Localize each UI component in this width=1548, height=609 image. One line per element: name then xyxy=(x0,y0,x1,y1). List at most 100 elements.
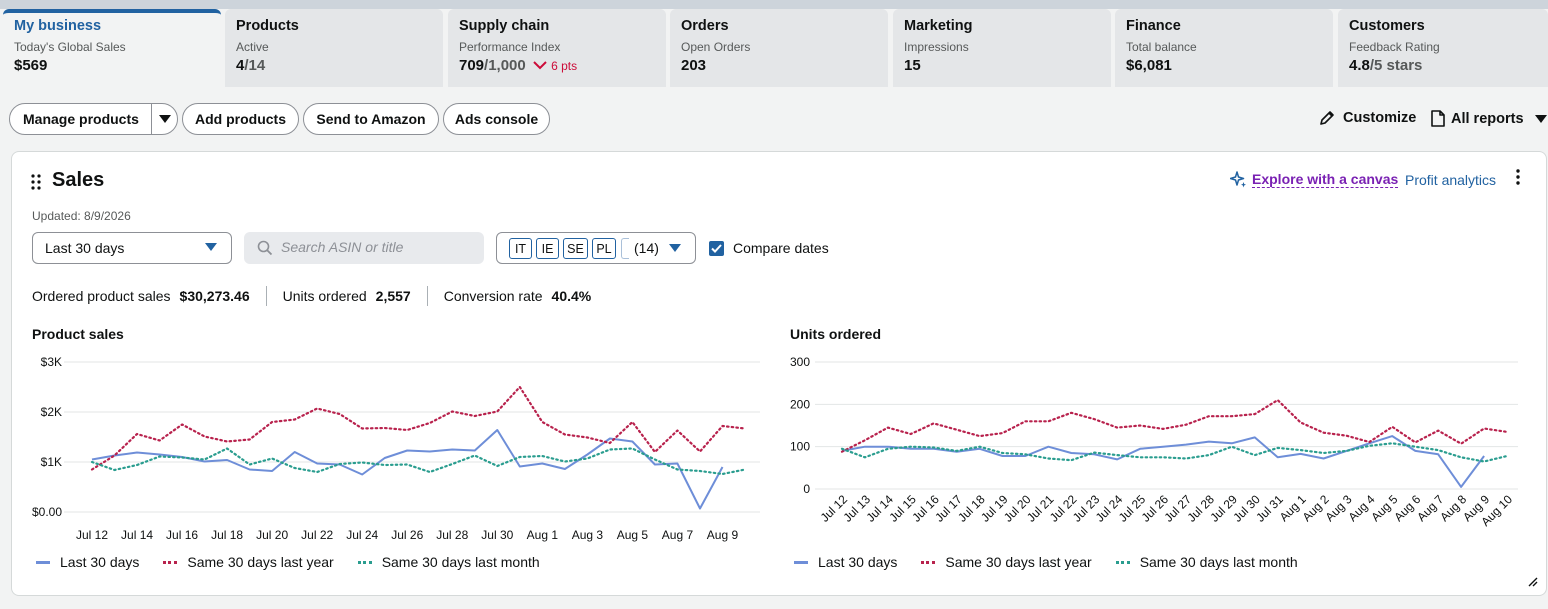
tab-finance[interactable]: Finance Total balance $6,081 xyxy=(1115,9,1333,87)
marketplace-count: (14) xyxy=(634,240,659,256)
tab-title: Finance xyxy=(1126,18,1181,34)
product-sales-legend: Last 30 days Same 30 days last year Same… xyxy=(36,554,564,570)
tab-title: My business xyxy=(14,18,102,34)
y-tick-label: $3K xyxy=(41,355,62,369)
explore-canvas-link[interactable]: Explore with a canvas xyxy=(1230,171,1399,188)
legend-swatch xyxy=(921,560,936,564)
same-30-days-last-month-line xyxy=(90,447,747,476)
chevron-down-icon xyxy=(533,61,547,70)
add-products-button[interactable]: Add products xyxy=(182,103,299,135)
product-sales-chart: $0.00 $1K $2K $3K Jul 12 Jul 14 Jul 16 Jul 18 Ju… xyxy=(32,355,760,542)
same-30-days-last-month-line xyxy=(840,442,1509,463)
tab-subtitle: Feedback Rating xyxy=(1349,40,1440,54)
tab-my-business[interactable]: My business Today's Global Sales $569 xyxy=(3,9,221,87)
y-tick-label: 0 xyxy=(803,482,810,496)
y-tick-label: 300 xyxy=(790,355,810,369)
manage-products-dropdown[interactable] xyxy=(151,104,177,134)
legend-item[interactable]: Same 30 days last year xyxy=(921,554,1092,570)
tab-supply-chain[interactable]: Supply chain Performance Index 709/1,000… xyxy=(448,9,666,87)
legend-label: Last 30 days xyxy=(60,554,140,570)
tab-value-main: 15 xyxy=(904,57,921,74)
tab-value-main: 4.8 xyxy=(1349,57,1370,74)
send-to-amazon-button[interactable]: Send to Amazon xyxy=(303,103,439,135)
x-tick-label: Jul 14 xyxy=(121,528,153,542)
marketplace-select[interactable]: IT IE SE PL (14) xyxy=(496,232,696,264)
customize-button[interactable]: Customize xyxy=(1319,110,1416,126)
legend-swatch xyxy=(794,560,808,564)
legend-item[interactable]: Same 30 days last year xyxy=(163,554,334,570)
marketplace-chip: IE xyxy=(536,238,559,259)
units-ordered-legend: Last 30 days Same 30 days last year Same… xyxy=(794,554,1322,570)
customize-label: Customize xyxy=(1343,110,1417,126)
compare-dates-checkbox[interactable]: Compare dates xyxy=(709,240,829,256)
legend-item[interactable]: Same 30 days last month xyxy=(357,554,540,570)
marketplace-chip: SE xyxy=(563,238,588,259)
tab-title: Customers xyxy=(1349,18,1425,34)
legend-swatch xyxy=(36,560,50,564)
tab-value-main: $569 xyxy=(14,57,48,74)
tab-value: 4.8/5 stars xyxy=(1349,57,1538,74)
drag-handle-icon[interactable] xyxy=(31,174,41,192)
all-reports-button[interactable]: All reports xyxy=(1431,110,1547,127)
x-tick-label: Jul 28 xyxy=(436,528,468,542)
legend-item[interactable]: Last 30 days xyxy=(36,554,139,570)
manage-products-button[interactable]: Manage products xyxy=(9,103,178,135)
tab-subtitle: Active xyxy=(236,40,269,54)
tab-value: 709/1,000 6 pts xyxy=(459,57,656,74)
summary-tabs: My business Today's Global Sales $569 Pr… xyxy=(0,9,1548,88)
date-range-value: Last 30 days xyxy=(45,240,125,256)
caret-down-icon xyxy=(669,244,681,252)
tab-customers[interactable]: Customers Feedback Rating 4.8/5 stars xyxy=(1338,9,1548,87)
profit-analytics-link[interactable]: Profit analytics xyxy=(1405,172,1497,188)
legend-item[interactable]: Same 30 days last month xyxy=(1115,554,1298,570)
tab-marketing[interactable]: Marketing Impressions 15 xyxy=(893,9,1111,87)
x-tick-label: Jul 24 xyxy=(346,528,378,542)
tab-title: Marketing xyxy=(904,18,973,34)
last-30-days-line xyxy=(841,435,1485,488)
tab-value-suffix: /5 stars xyxy=(1369,57,1423,74)
checkbox-checked-icon[interactable] xyxy=(709,240,724,256)
last-30-days-line xyxy=(91,429,724,510)
same-30-days-last-year-line xyxy=(90,385,747,471)
metric-label: Conversion rate xyxy=(443,288,543,304)
asin-search-input[interactable]: Search ASIN or title xyxy=(244,232,484,264)
legend-label: Same 30 days last year xyxy=(945,554,1092,570)
tab-subtitle: Performance Index xyxy=(459,40,561,54)
legend-item[interactable]: Last 30 days xyxy=(794,554,897,570)
tab-products[interactable]: Products Active 4/14 xyxy=(225,9,443,87)
metric-label: Units ordered xyxy=(282,288,367,304)
units-ordered-chart-title: Units ordered xyxy=(790,326,882,342)
legend-label: Same 30 days last month xyxy=(1139,554,1298,570)
tab-value-suffix: /1,000 xyxy=(484,57,526,74)
metric-conversion-rate: Conversion rate 40.4% xyxy=(444,286,608,306)
x-tick-label: Jul 18 xyxy=(211,528,243,542)
metric-units-ordered: Units ordered 2,557 xyxy=(283,286,428,306)
x-tick-label: Jul 22 xyxy=(301,528,333,542)
resize-handle-icon[interactable] xyxy=(1526,575,1538,587)
ads-console-button[interactable]: Ads console xyxy=(443,103,550,135)
legend-swatch xyxy=(1115,560,1130,564)
tab-value: 15 xyxy=(904,57,1101,74)
tab-value-suffix: /14 xyxy=(244,57,266,74)
tab-title: Orders xyxy=(681,18,729,34)
manage-products-label: Manage products xyxy=(23,111,139,127)
marketplace-chip: PL xyxy=(592,238,616,259)
metric-value: 2,557 xyxy=(375,288,411,304)
product-sales-chart-title: Product sales xyxy=(32,326,124,342)
sparkle-icon xyxy=(1230,171,1246,188)
updated-timestamp: Updated: 8/9/2026 xyxy=(32,209,131,223)
caret-down-icon xyxy=(158,115,171,123)
y-tick-label: 200 xyxy=(790,397,810,411)
legend-swatch xyxy=(163,560,178,564)
metric-ordered-sales: Ordered product sales $30,273.46 xyxy=(32,286,267,306)
x-tick-label: Jul 20 xyxy=(256,528,288,542)
metric-value: $30,273.46 xyxy=(179,288,250,304)
metric-value: 40.4% xyxy=(551,288,592,304)
tab-orders[interactable]: Orders Open Orders 203 xyxy=(670,9,888,87)
search-icon xyxy=(257,240,273,256)
more-options-icon[interactable] xyxy=(1516,169,1520,190)
caret-down-icon xyxy=(205,243,217,251)
date-range-select[interactable]: Last 30 days xyxy=(32,232,232,264)
search-placeholder: Search ASIN or title xyxy=(281,239,404,255)
